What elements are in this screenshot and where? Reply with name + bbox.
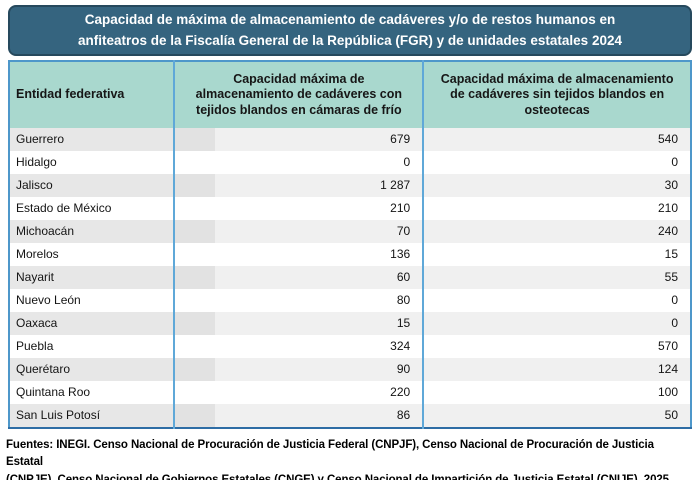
value-sin-tejidos-cell: 0 <box>422 289 691 312</box>
entity-cell: Nuevo León <box>9 289 175 312</box>
table-row: San Luis Potosí 86 50 <box>9 404 691 428</box>
value-con-tejidos-cell: 679 <box>173 128 424 151</box>
table-row: Guerrero 679 540 <box>9 128 691 151</box>
entity-cell: Puebla <box>9 335 175 358</box>
value-sin-tejidos-cell: 30 <box>422 174 691 197</box>
value-sin-tejidos-cell: 540 <box>422 128 691 151</box>
column-header-entidad-federativa: Entidad federativa <box>9 61 175 128</box>
value-sin-tejidos-cell: 0 <box>422 312 691 335</box>
value-con-tejidos-cell: 324 <box>173 335 424 358</box>
entity-cell: Hidalgo <box>9 151 175 174</box>
table-row: Morelos 136 15 <box>9 243 691 266</box>
value-con-tejidos-cell: 80 <box>173 289 424 312</box>
entity-cell: Querétaro <box>9 358 175 381</box>
column-header-capacidad-sin-tejidos: Capacidad máxima de almacenamiento de ca… <box>422 61 691 128</box>
entity-cell: Guerrero <box>9 128 175 151</box>
value-con-tejidos-cell: 0 <box>173 151 424 174</box>
table-row: Quintana Roo 220 100 <box>9 381 691 404</box>
entity-cell: Nayarit <box>9 266 175 289</box>
table-row: Puebla 324 570 <box>9 335 691 358</box>
value-sin-tejidos-cell: 15 <box>422 243 691 266</box>
source-note-line-1: Fuentes: INEGI. Censo Nacional de Procur… <box>6 439 654 469</box>
column-header-capacidad-con-tejidos: Capacidad máxima de almacenamiento de ca… <box>173 61 424 128</box>
table-body: Guerrero 679 540 Hidalgo 0 0 Jalisco 1 287 30 Est… <box>9 128 691 428</box>
entity-cell: San Luis Potosí <box>9 404 175 428</box>
source-note-line-2: (CNPJE), Censo Nacional de Gobiernos Est… <box>6 473 673 480</box>
value-con-tejidos-cell: 90 <box>173 358 424 381</box>
table-row: Michoacán 70 240 <box>9 220 691 243</box>
table-row: Hidalgo 0 0 <box>9 151 691 174</box>
value-con-tejidos-cell: 15 <box>173 312 424 335</box>
value-con-tejidos-cell: 70 <box>173 220 424 243</box>
value-con-tejidos-cell: 86 <box>173 404 424 428</box>
table-row: Nayarit 60 55 <box>9 266 691 289</box>
table-row: Querétaro 90 124 <box>9 358 691 381</box>
value-con-tejidos-cell: 210 <box>173 197 424 220</box>
value-sin-tejidos-cell: 55 <box>422 266 691 289</box>
table-row: Oaxaca 15 0 <box>9 312 691 335</box>
entity-cell: Jalisco <box>9 174 175 197</box>
value-sin-tejidos-cell: 50 <box>422 404 691 428</box>
table-row: Jalisco 1 287 30 <box>9 174 691 197</box>
entity-cell: Oaxaca <box>9 312 175 335</box>
value-sin-tejidos-cell: 210 <box>422 197 691 220</box>
page-title-line-2: anfiteatros de la Fiscalía General de la… <box>78 32 622 48</box>
value-con-tejidos-cell: 136 <box>173 243 424 266</box>
source-note: Fuentes: INEGI. Censo Nacional de Procur… <box>6 437 694 480</box>
value-con-tejidos-cell: 1 287 <box>173 174 424 197</box>
value-sin-tejidos-cell: 100 <box>422 381 691 404</box>
header-row: Entidad federativa Capacidad máxima de a… <box>9 61 691 128</box>
entity-cell: Estado de México <box>9 197 175 220</box>
value-sin-tejidos-cell: 124 <box>422 358 691 381</box>
page-title-line-1: Capacidad de máxima de almacenamiento de… <box>84 11 616 27</box>
value-con-tejidos-cell: 60 <box>173 266 424 289</box>
value-con-tejidos-cell: 220 <box>173 381 424 404</box>
entity-cell: Quintana Roo <box>9 381 175 404</box>
entity-cell: Morelos <box>9 243 175 266</box>
table-row: Estado de México 210 210 <box>9 197 691 220</box>
value-sin-tejidos-cell: 0 <box>422 151 691 174</box>
entity-cell: Michoacán <box>9 220 175 243</box>
value-sin-tejidos-cell: 240 <box>422 220 691 243</box>
capacity-table: Entidad federativa Capacidad máxima de a… <box>8 60 692 429</box>
value-sin-tejidos-cell: 570 <box>422 335 691 358</box>
title-banner: Capacidad de máxima de almacenamiento de… <box>8 5 692 56</box>
table-row: Nuevo León 80 0 <box>9 289 691 312</box>
